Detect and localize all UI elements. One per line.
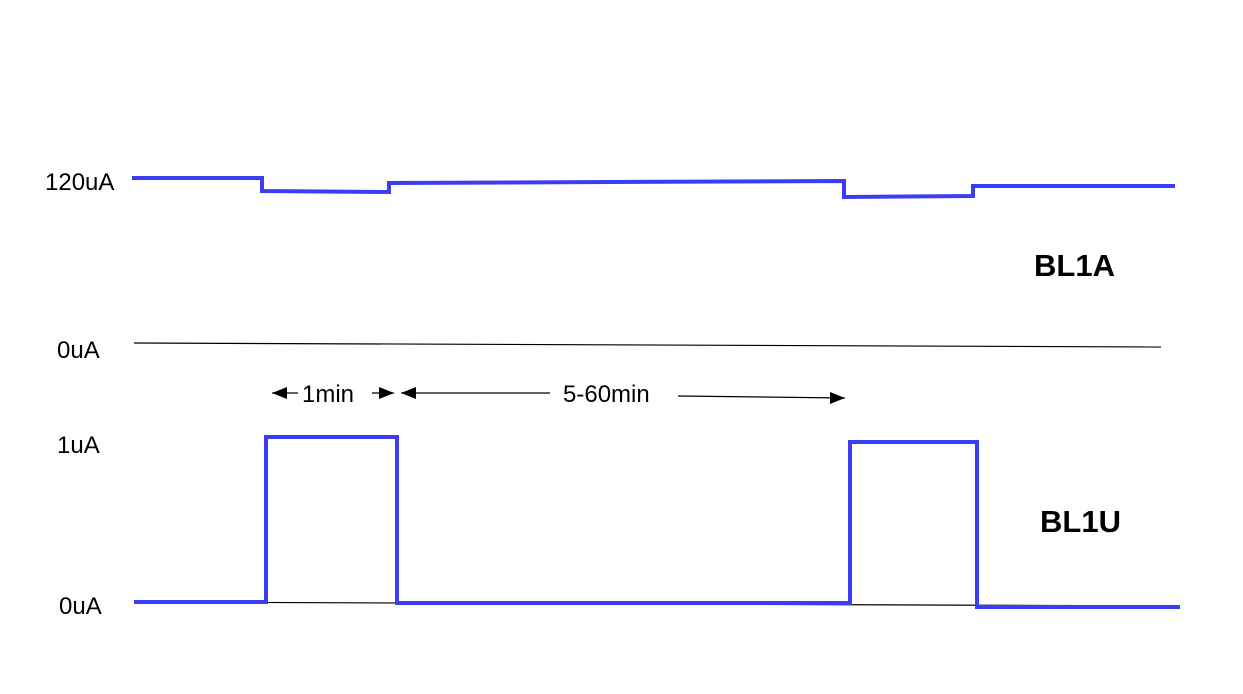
gap-label: 5-60min <box>563 381 650 408</box>
pulse-width-arrowhead-left <box>272 387 287 399</box>
bl1a-waveform <box>132 176 1175 200</box>
bl1u-signal-name: BL1U <box>1040 504 1121 539</box>
bl1a-signal-group: 120uA BL1A 0uA <box>45 169 1175 364</box>
bl1a-high-level-label: 120uA <box>45 169 114 196</box>
gap-arrowhead-right <box>830 392 845 404</box>
gap-dimension: 5-60min <box>401 381 846 408</box>
bl1a-zero-baseline <box>133 342 1162 348</box>
bl1u-signal-group: 1uA BL1U 0uA <box>57 432 1180 620</box>
pulse-width-dimension: 1min <box>272 381 394 408</box>
bl1u-zero-level-label: 0uA <box>59 593 102 620</box>
bl1u-waveform <box>134 435 1180 609</box>
interval-annotations: 1min 5-60min <box>272 381 846 408</box>
bl1a-zero-level-label: 0uA <box>57 337 100 364</box>
bl1a-signal-name: BL1A <box>1034 248 1115 283</box>
pulse-width-arrowhead-right <box>379 387 394 399</box>
bl1u-high-level-label: 1uA <box>57 432 100 459</box>
gap-arrow-line-right <box>677 395 846 399</box>
pulse-width-label: 1min <box>302 381 354 408</box>
